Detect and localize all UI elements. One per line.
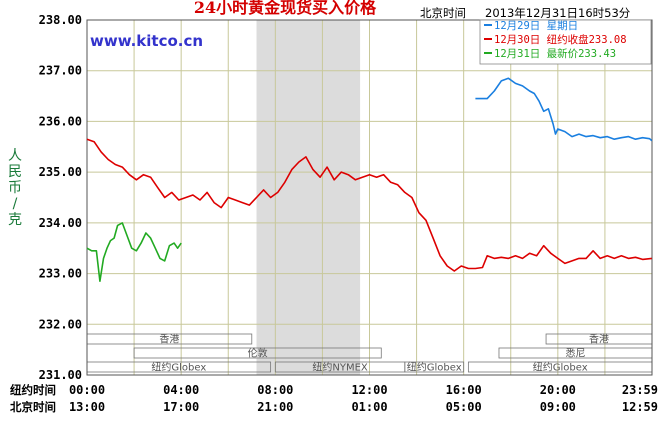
series-line bbox=[475, 77, 653, 142]
series-line bbox=[86, 222, 182, 283]
x-tick-label-ny: 08:00 bbox=[257, 383, 293, 397]
y-axis-label-char: 民 bbox=[8, 164, 22, 180]
y-axis-label-char: 人 bbox=[8, 148, 22, 164]
x-axis-ticks: 00:00 13:00 04:00 17:00 08:00 21:00 12:00 01:00… bbox=[69, 383, 658, 414]
market-session-label: 香港 bbox=[159, 334, 179, 346]
y-tick-label: 231.00 bbox=[39, 368, 82, 382]
x-tick-label-bj: 12:59 bbox=[622, 400, 658, 414]
y-tick-label: 233.00 bbox=[39, 267, 82, 281]
y-tick-label: 237.00 bbox=[39, 64, 82, 78]
market-session-label: 悉尼 bbox=[565, 348, 585, 360]
bj-time-row-label: 北京时间 bbox=[10, 400, 56, 414]
x-tick-label-bj: 21:00 bbox=[257, 400, 293, 414]
market-session-label: 伦敦 bbox=[248, 347, 268, 360]
beijing-time-value: 2013年12月31日16时53分 bbox=[485, 6, 631, 20]
x-tick-label-ny: 20:00 bbox=[540, 383, 576, 397]
x-tick-label-ny: 16:00 bbox=[446, 383, 482, 397]
brand-watermark: www.kitco.cn bbox=[90, 32, 203, 50]
y-axis-label-char: / bbox=[13, 196, 18, 212]
market-session-label: 纽约Globex bbox=[533, 361, 588, 374]
x-tick-label-bj: 05:00 bbox=[446, 400, 482, 414]
market-session-bar bbox=[133, 347, 382, 359]
legend-box bbox=[479, 19, 652, 65]
market-session-bar bbox=[404, 361, 465, 373]
y-tick-label: 236.00 bbox=[39, 114, 82, 128]
plot-frame bbox=[86, 19, 653, 376]
grid-lines bbox=[86, 19, 653, 376]
x-tick-label-ny: 23:59 bbox=[622, 383, 658, 397]
x-tick-label-bj: 13:00 bbox=[69, 400, 105, 414]
y-axis-label-char: 币 bbox=[8, 180, 22, 196]
x-tick-label-bj: 09:00 bbox=[540, 400, 576, 414]
ny-time-row-label: 纽约时间 bbox=[10, 383, 56, 397]
y-tick-label: 238.00 bbox=[39, 13, 82, 27]
legend-entry: 12月31日 最新价233.43 bbox=[494, 47, 616, 60]
shaded-session-region bbox=[256, 20, 361, 375]
market-session-label: 纽约NYMEX bbox=[312, 361, 368, 374]
y-tick-label: 234.00 bbox=[39, 216, 82, 230]
x-tick-label-bj: 01:00 bbox=[351, 400, 387, 414]
x-tick-label-bj: 17:00 bbox=[163, 400, 199, 414]
market-session-label: 纽约Globex bbox=[151, 361, 206, 374]
x-tick-label-ny: 00:00 bbox=[69, 383, 105, 397]
y-axis-ticks: 238.00 237.00 236.00 235.00 234.00 233.00 232.… bbox=[39, 13, 82, 382]
series-line bbox=[86, 138, 652, 272]
market-session-label: 纽约Globex bbox=[407, 361, 462, 374]
chart-title: 24小时黄金现货买入价格 bbox=[194, 0, 377, 17]
y-axis-label-char: 克 bbox=[8, 212, 22, 228]
y-tick-label: 232.00 bbox=[39, 317, 82, 331]
market-session-label: 香港 bbox=[589, 334, 609, 346]
y-tick-label: 235.00 bbox=[39, 165, 82, 179]
legend-entry: 12月30日 纽约收盘233.08 bbox=[494, 33, 627, 46]
beijing-time-label: 北京时间 bbox=[420, 6, 466, 20]
y-axis-label: 人民币/克 bbox=[8, 148, 22, 228]
x-tick-label-ny: 12:00 bbox=[351, 383, 387, 397]
legend-entry: 12月29日 星期日 bbox=[494, 20, 578, 32]
price-series bbox=[86, 77, 653, 283]
x-tick-label-ny: 04:00 bbox=[163, 383, 199, 397]
